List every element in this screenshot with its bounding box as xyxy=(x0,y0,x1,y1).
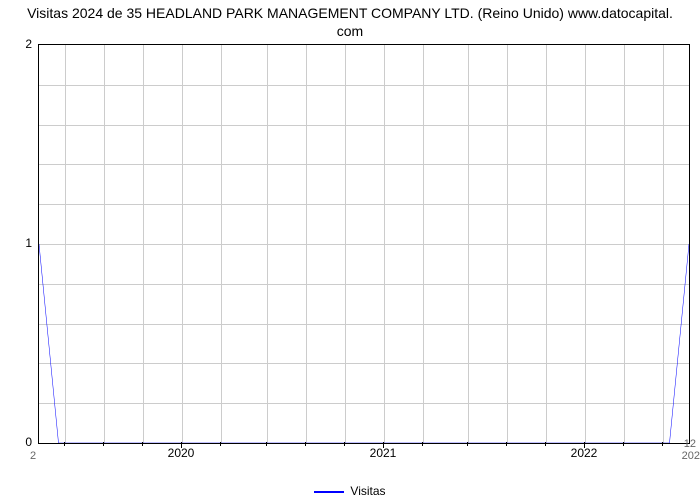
xtick-minor xyxy=(64,442,65,446)
xtick-minor xyxy=(220,442,221,446)
chart-container: Visitas 2024 de 35 HEADLAND PARK MANAGEM… xyxy=(0,0,700,500)
corner-bottom-left: 2 xyxy=(30,450,36,462)
chart-title: Visitas 2024 de 35 HEADLAND PARK MANAGEM… xyxy=(0,4,700,40)
xtick-2022: 2022 xyxy=(571,446,598,460)
title-line2: com xyxy=(337,23,363,39)
ytick-0: 0 xyxy=(25,435,32,449)
corner-bottom-right-top: 12 xyxy=(684,438,696,450)
xtick-minor xyxy=(623,442,624,446)
xtick-minor xyxy=(266,442,267,446)
xtick-minor xyxy=(305,442,306,446)
xtick-minor xyxy=(506,442,507,446)
xtick-minor xyxy=(142,442,143,446)
xtick-minor xyxy=(545,442,546,446)
xtick-minor xyxy=(467,442,468,446)
xtick-2021: 2021 xyxy=(370,446,397,460)
corner-bottom-right-bot: 202 xyxy=(682,450,700,462)
xtick-minor xyxy=(662,442,663,446)
ytick-1: 1 xyxy=(25,236,32,250)
xtick-minor xyxy=(422,442,423,446)
ytick-2: 2 xyxy=(25,37,32,51)
xtick-minor xyxy=(103,442,104,446)
legend: Visitas xyxy=(0,484,700,498)
xtick-2020: 2020 xyxy=(168,446,195,460)
data-line xyxy=(39,45,689,443)
title-line1: Visitas 2024 de 35 HEADLAND PARK MANAGEM… xyxy=(27,5,673,21)
legend-label: Visitas xyxy=(350,484,385,498)
legend-swatch xyxy=(314,491,344,493)
plot-area xyxy=(38,44,690,444)
xtick-minor xyxy=(344,442,345,446)
